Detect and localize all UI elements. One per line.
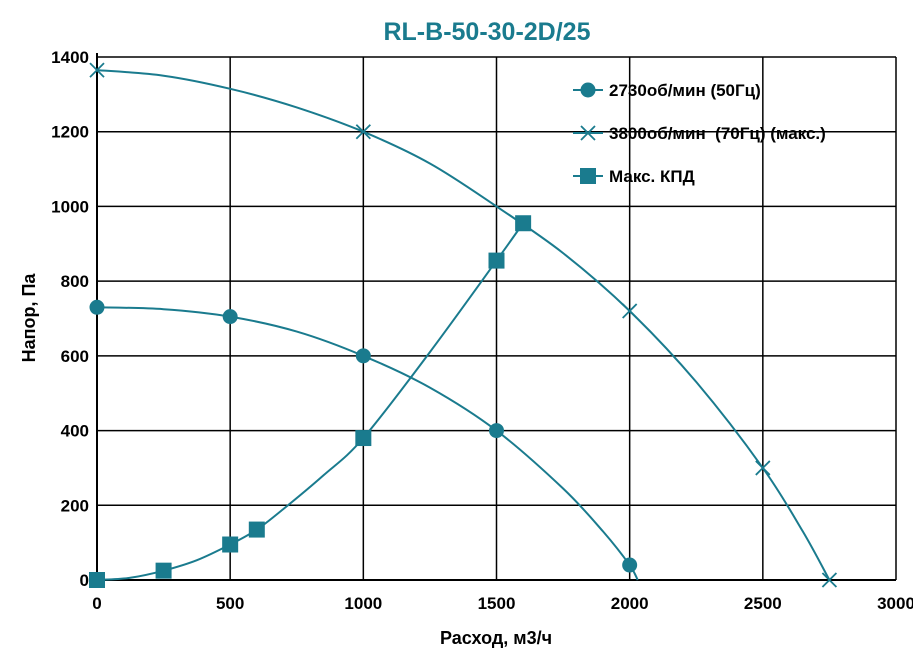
data-point-speed-70hz-max bbox=[89, 62, 105, 78]
y-tick-label: 600 bbox=[61, 347, 89, 366]
data-point-max-efficiency bbox=[488, 252, 505, 269]
data-point-speed-70hz-max-stroke-b bbox=[821, 572, 838, 588]
legend-label-speed-50hz: 2730об/мин (50Гц) bbox=[609, 81, 761, 100]
data-point-speed-50hz bbox=[355, 348, 371, 364]
data-point-max-efficiency bbox=[155, 562, 172, 579]
y-tick-label: 1000 bbox=[51, 197, 89, 216]
data-point-speed-70hz-max-stroke-b bbox=[89, 62, 105, 78]
series-layer bbox=[89, 62, 838, 588]
data-point-speed-50hz bbox=[489, 423, 504, 439]
data-point-speed-70hz-max bbox=[755, 460, 771, 476]
x-tick-label: 1000 bbox=[344, 594, 382, 613]
legend-label-speed-70hz-max: 3800об/мин (70Гц) (макс.) bbox=[609, 124, 826, 143]
axes bbox=[96, 53, 896, 581]
data-point-max-efficiency bbox=[89, 572, 105, 588]
data-point-speed-70hz-max-stroke-b bbox=[355, 124, 371, 140]
y-tick-label: 400 bbox=[61, 422, 89, 441]
data-point-max-efficiency bbox=[248, 521, 265, 538]
x-tick-label: 2000 bbox=[611, 594, 649, 613]
data-point-speed-70hz-max bbox=[355, 124, 371, 140]
data-point-speed-50hz bbox=[89, 299, 105, 315]
data-point-max-efficiency bbox=[515, 215, 532, 232]
data-point-max-efficiency bbox=[355, 430, 372, 447]
tick-labels: 0 500 1000 1500 2000 2500 3000 0 200 400 600 800 100… bbox=[51, 48, 913, 613]
y-tick-label: 1400 bbox=[51, 48, 89, 67]
x-tick-label: 500 bbox=[216, 594, 244, 613]
series-speed-70hz-max bbox=[89, 62, 838, 588]
x-tick-label: 3000 bbox=[877, 594, 913, 613]
series-line-max-efficiency bbox=[96, 222, 524, 581]
legend: 2730об/мин (50Гц) 3800об/мин (70Гц) (макс… bbox=[573, 81, 826, 186]
series-line-speed-50hz bbox=[96, 306, 639, 581]
series-max-efficiency bbox=[89, 215, 532, 588]
data-point-max-efficiency bbox=[222, 536, 239, 553]
data-point-speed-50hz bbox=[622, 557, 638, 573]
grid bbox=[97, 56, 897, 580]
legend-marker-max-efficiency bbox=[580, 168, 596, 184]
x-tick-label: 0 bbox=[92, 594, 101, 613]
y-tick-label: 0 bbox=[80, 571, 89, 590]
legend-item-max-efficiency: Макс. КПД bbox=[573, 167, 695, 186]
data-point-speed-70hz-max-stroke-b bbox=[622, 303, 638, 319]
y-tick-label: 800 bbox=[61, 272, 89, 291]
chart-title: RL-B-50-30-2D/25 bbox=[383, 18, 590, 46]
legend-marker-speed-70hz-max bbox=[580, 125, 596, 141]
y-axis-label: Напор, Па bbox=[19, 273, 39, 363]
legend-label-max-efficiency: Макс. КПД bbox=[609, 167, 695, 186]
data-point-speed-70hz-max-stroke-b bbox=[755, 460, 771, 476]
y-tick-label: 200 bbox=[61, 496, 89, 515]
legend-item-speed-50hz: 2730об/мин (50Гц) bbox=[573, 81, 761, 100]
data-point-speed-70hz-max bbox=[821, 572, 838, 588]
legend-marker-speed-50hz bbox=[580, 82, 596, 98]
data-point-speed-50hz bbox=[222, 309, 238, 325]
data-point-speed-70hz-max bbox=[622, 303, 638, 319]
x-axis-label: Расход, м3/ч bbox=[440, 628, 552, 648]
legend-item-speed-70hz-max: 3800об/мин (70Гц) (макс.) bbox=[573, 124, 826, 143]
x-tick-label: 2500 bbox=[744, 594, 782, 613]
legend-marker-speed-70hz-max-stroke-b bbox=[580, 125, 596, 141]
x-tick-label: 1500 bbox=[478, 594, 516, 613]
series-line-speed-70hz-max bbox=[96, 69, 831, 581]
y-tick-label: 1200 bbox=[51, 123, 89, 142]
series-speed-50hz bbox=[89, 299, 639, 581]
